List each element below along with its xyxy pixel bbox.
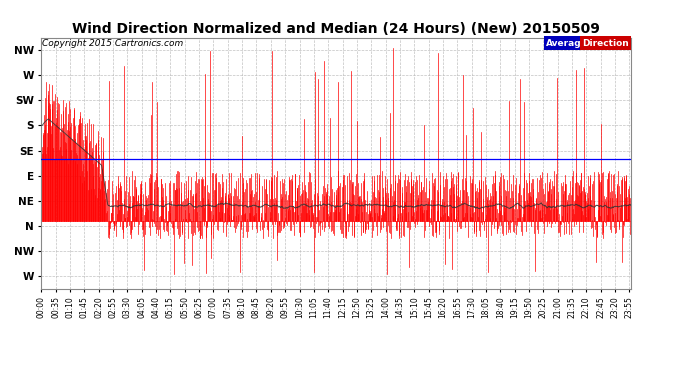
Text: Direction: Direction xyxy=(582,39,629,48)
Title: Wind Direction Normalized and Median (24 Hours) (New) 20150509: Wind Direction Normalized and Median (24… xyxy=(72,22,600,36)
Text: Average: Average xyxy=(546,39,588,48)
Text: Copyright 2015 Cartronics.com: Copyright 2015 Cartronics.com xyxy=(42,39,184,48)
